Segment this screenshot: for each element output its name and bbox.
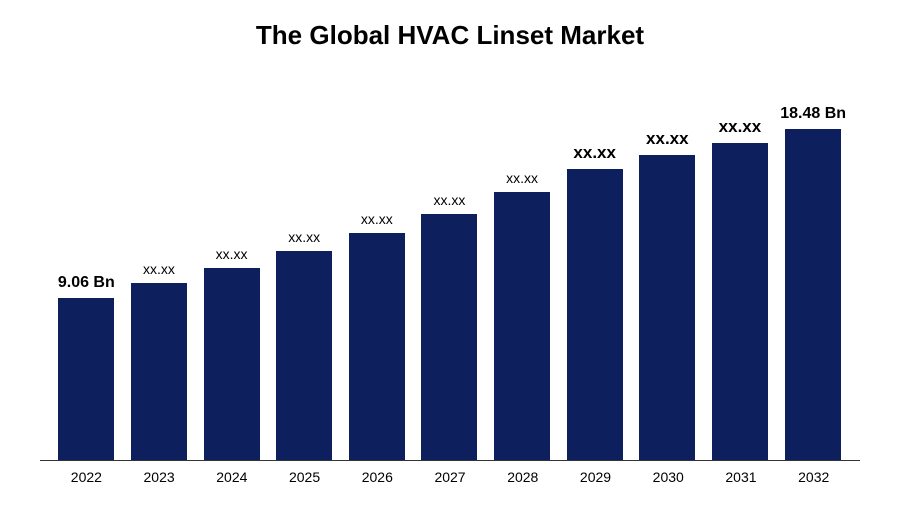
x-axis-label: 2023 bbox=[127, 469, 192, 485]
bar-group: xx.xx bbox=[490, 81, 555, 460]
bar bbox=[567, 169, 623, 460]
bar-group: xx.xx bbox=[417, 81, 482, 460]
bar-group: xx.xx bbox=[562, 81, 627, 460]
x-axis-label: 2025 bbox=[272, 469, 337, 485]
x-axis-label: 2031 bbox=[709, 469, 774, 485]
bar bbox=[204, 268, 260, 460]
chart-title: The Global HVAC Linset Market bbox=[40, 20, 860, 51]
bar-group: xx.xx bbox=[272, 81, 337, 460]
plot-area: 9.06 Bn xx.xx xx.xx xx.xx xx.xx xx.xx xx… bbox=[40, 81, 860, 461]
chart-container: The Global HVAC Linset Market 9.06 Bn xx… bbox=[0, 0, 900, 525]
bar-group: 18.48 Bn bbox=[780, 81, 846, 460]
x-axis: 2022 2023 2024 2025 2026 2027 2028 2029 … bbox=[40, 461, 860, 485]
bar-value-label: xx.xx bbox=[216, 246, 248, 262]
bar bbox=[785, 129, 841, 460]
bar-value-label: xx.xx bbox=[361, 211, 393, 227]
bar-value-label: xx.xx bbox=[719, 117, 762, 137]
bar-group: xx.xx bbox=[635, 81, 700, 460]
bar-group: xx.xx bbox=[708, 81, 773, 460]
bar-value-label: xx.xx bbox=[143, 261, 175, 277]
bar-group: xx.xx bbox=[199, 81, 264, 460]
x-axis-label: 2032 bbox=[781, 469, 846, 485]
bar bbox=[421, 214, 477, 460]
x-axis-label: 2029 bbox=[563, 469, 628, 485]
bar bbox=[712, 143, 768, 460]
bar bbox=[494, 192, 550, 460]
bar bbox=[276, 251, 332, 460]
bar bbox=[349, 233, 405, 460]
x-axis-label: 2027 bbox=[418, 469, 483, 485]
bar-group: xx.xx bbox=[127, 81, 192, 460]
bar-value-label: xx.xx bbox=[646, 129, 689, 149]
bar bbox=[58, 298, 114, 460]
bar bbox=[131, 283, 187, 460]
bar-value-label: 18.48 Bn bbox=[780, 105, 846, 123]
x-axis-label: 2026 bbox=[345, 469, 410, 485]
bar-value-label: xx.xx bbox=[506, 170, 538, 186]
bar-group: xx.xx bbox=[345, 81, 410, 460]
bar-value-label: xx.xx bbox=[573, 143, 616, 163]
bar-value-label: xx.xx bbox=[433, 192, 465, 208]
x-axis-label: 2022 bbox=[54, 469, 119, 485]
bar-group: 9.06 Bn bbox=[54, 81, 119, 460]
bar bbox=[639, 155, 695, 460]
bar-value-label: xx.xx bbox=[288, 229, 320, 245]
bar-value-label: 9.06 Bn bbox=[58, 274, 115, 292]
x-axis-label: 2024 bbox=[199, 469, 264, 485]
x-axis-label: 2028 bbox=[490, 469, 555, 485]
x-axis-label: 2030 bbox=[636, 469, 701, 485]
